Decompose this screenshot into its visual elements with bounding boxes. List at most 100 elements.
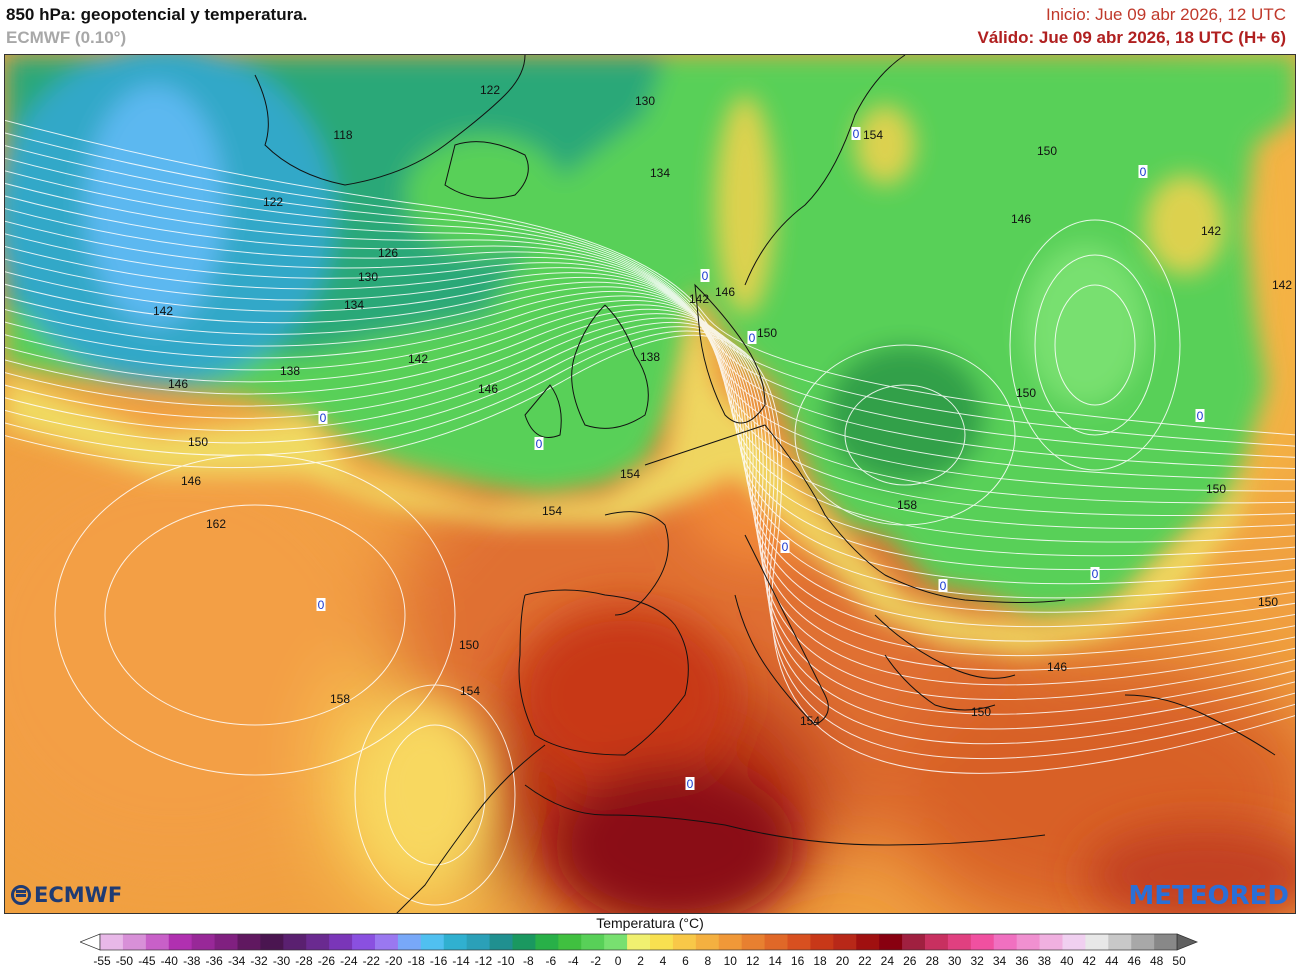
- colorbar-swatch: [627, 934, 651, 950]
- colorbar-swatch: [1039, 934, 1063, 950]
- colorbar-tick-label: 32: [970, 954, 984, 968]
- geopotential-isoline: [5, 304, 1295, 671]
- colorbar-swatch: [214, 934, 238, 950]
- colorbar-tick-label: 10: [723, 954, 737, 968]
- colorbar-swatch: [168, 934, 193, 950]
- geopotential-contours: [5, 119, 1295, 906]
- colorbar-tick-label: 14: [768, 954, 782, 968]
- map-title: 850 hPa: geopotencial y temperatura.: [6, 5, 308, 24]
- colorbar-tick-label: 44: [1105, 954, 1119, 968]
- colorbar-swatch: [1131, 934, 1155, 950]
- colorbar-swatch: [420, 934, 445, 950]
- geopotential-label: 154: [620, 467, 640, 481]
- ecmwf-logo: ECMWF: [11, 883, 122, 907]
- geopotential-isoline: [5, 132, 1295, 447]
- geopotential-label: 146: [715, 285, 735, 299]
- colorbar-tick-label: -14: [452, 954, 470, 968]
- geopotential-label: 138: [640, 350, 660, 364]
- freezing-isotherm-label: 0: [853, 127, 860, 141]
- contour-label-bg: [1090, 567, 1100, 580]
- colorbar-swatch: [260, 934, 284, 950]
- colorbar-swatch: [581, 934, 605, 950]
- geopotential-label: 154: [460, 684, 480, 698]
- geopotential-isoline: [104, 504, 406, 726]
- colorbar-swatch: [1154, 934, 1178, 950]
- contour-label-bg: [747, 331, 757, 344]
- geopotential-isoline: [5, 220, 1295, 530]
- colorbar-swatch: [397, 934, 422, 950]
- geopotential-isoline: [5, 157, 1295, 470]
- colorbar-tick-label: -20: [385, 954, 403, 968]
- geopotential-isoline: [5, 317, 1295, 715]
- geopotential-isoline: [1034, 254, 1156, 436]
- colorbar-swatch: [810, 934, 834, 950]
- contour-label-bg: [1195, 409, 1205, 422]
- geopotential-label: 150: [971, 705, 991, 719]
- contour-label-bg: [780, 540, 790, 553]
- geopotential-label: 150: [1206, 482, 1226, 496]
- colorbar-tick-label: -8: [523, 954, 534, 968]
- colorbar-swatch: [902, 934, 926, 950]
- colorbar-swatch: [718, 934, 743, 950]
- geopotential-isoline: [5, 170, 1295, 481]
- colorbar-swatch: [993, 934, 1018, 950]
- geopotential-isoline: [5, 208, 1295, 517]
- geopotential-label: 150: [1258, 595, 1278, 609]
- contour-label-bg: [316, 598, 326, 611]
- colorbar-swatch: [145, 934, 170, 950]
- colorbar-tick-label: 28: [925, 954, 939, 968]
- freezing-isotherm-label: 0: [320, 411, 327, 425]
- colorbar-tick-label: 8: [704, 954, 712, 968]
- geopotential-label: 162: [206, 517, 226, 531]
- geopotential-label: 142: [1201, 224, 1221, 238]
- geopotential-label: 142: [408, 352, 428, 366]
- colorbar-swatch: [925, 934, 949, 950]
- colorbar-tick-label: 4: [659, 954, 667, 968]
- weather-map[interactable]: 122 130 118 154 150 134 122 146 142 126 130 134 142 0…: [4, 54, 1296, 914]
- colorbar-tick-label: 38: [1037, 954, 1052, 968]
- valid-time: Válido: Jue 09 abr 2026, 18 UTC (H+ 6): [977, 28, 1286, 47]
- contour-label-bg: [685, 777, 695, 790]
- colorbar-tick-label: -30: [272, 954, 291, 968]
- geopotential-label: 142: [1272, 278, 1292, 292]
- colorbar-tick-label: 18: [813, 954, 827, 968]
- colorbar-tick-label: -40: [160, 954, 178, 968]
- freezing-isotherm-label: 0: [1092, 567, 1099, 581]
- geopotential-isoline: [5, 182, 1295, 492]
- geopotential-isoline: [1009, 219, 1181, 471]
- geopotential-label: 146: [181, 474, 201, 488]
- colorbar-swatch: [306, 934, 330, 950]
- freezing-isotherm-label: 0: [318, 598, 325, 612]
- colorbar-tick-label: -12: [474, 954, 493, 968]
- colorbar-min-arrow: [80, 933, 101, 951]
- colorbar-tick-label: 16: [790, 954, 805, 968]
- colorbar-tick-label: 26: [903, 954, 917, 968]
- geopotential-isoline: [5, 326, 1295, 745]
- geopotential-isoline: [5, 334, 1295, 774]
- geopotential-label: 150: [188, 435, 208, 449]
- colorbar-swatch: [970, 934, 995, 950]
- init-time: Inicio: Jue 09 abr 2026, 12 UTC: [1045, 5, 1286, 24]
- colorbar-tick-label: 50: [1172, 954, 1186, 968]
- geopotential-label: 130: [358, 270, 378, 284]
- geopotential-isoline: [5, 330, 1295, 760]
- colorbar-swatch: [650, 934, 674, 950]
- geopotential-isoline: [384, 724, 486, 866]
- geopotential-isoline: [5, 308, 1295, 686]
- colorbar-max-arrow: [1176, 933, 1199, 951]
- geopotential-label: 146: [1047, 660, 1067, 674]
- colorbar-swatch: [100, 934, 124, 950]
- colorbar-tick-label: -22: [362, 954, 380, 968]
- temperature-colorbar: [80, 933, 1199, 951]
- colorbar-swatch: [947, 934, 972, 950]
- colorbar-tick-label: -16: [429, 954, 448, 968]
- freezing-isotherm-label: 0: [782, 540, 789, 554]
- colorbar-swatch: [375, 934, 399, 950]
- colorbar-swatch: [283, 934, 307, 950]
- colorbar-tick-label: -45: [138, 954, 156, 968]
- colorbar-swatch: [466, 934, 491, 950]
- geopotential-label: 142: [153, 304, 173, 318]
- colorbar-tick-label: -6: [545, 954, 557, 968]
- colorbar-tick-label: 46: [1127, 954, 1141, 968]
